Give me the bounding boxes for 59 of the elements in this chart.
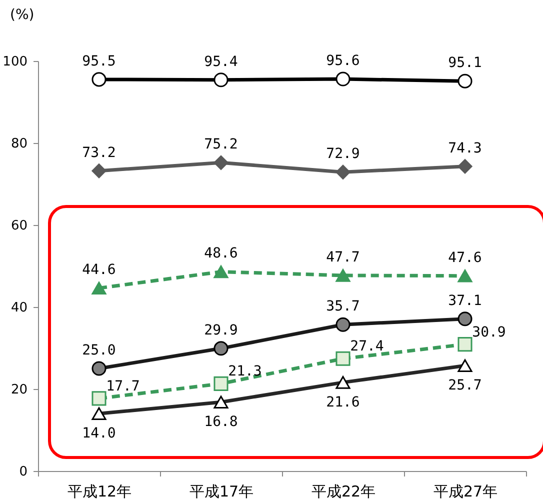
x-tick-label: 平成17年 (189, 482, 254, 500)
x-tick-label: 平成12年 (67, 482, 132, 500)
y-tick-label: 20 (10, 382, 28, 398)
point (214, 265, 228, 278)
data-label: 29.9 (204, 322, 238, 338)
y-tick-label: 80 (10, 136, 28, 152)
data-label: 73.2 (82, 144, 116, 161)
point (458, 337, 472, 352)
data-label: 95.5 (82, 53, 116, 70)
data-label: 95.6 (326, 53, 360, 70)
data-label: 30.9 (472, 324, 506, 340)
data-label: 47.7 (326, 249, 360, 266)
data-label: 37.1 (448, 292, 482, 309)
data-label: 74.3 (448, 140, 482, 156)
point (458, 312, 472, 326)
point (92, 407, 106, 420)
data-label: 35.7 (326, 298, 360, 315)
point (458, 74, 472, 88)
y-tick-label: 0 (19, 464, 28, 480)
point (336, 376, 350, 389)
point (214, 396, 228, 409)
data-label: 44.6 (82, 262, 116, 278)
data-label: 17.7 (106, 378, 140, 394)
y-tick-label: 60 (10, 218, 28, 234)
point (336, 72, 350, 86)
point (336, 269, 350, 282)
y-tick-label: 100 (2, 54, 28, 70)
data-label: 16.8 (204, 414, 238, 430)
data-label: 27.4 (350, 338, 384, 355)
point (458, 359, 472, 372)
point (336, 164, 350, 180)
point (214, 341, 228, 356)
data-label: 25.7 (448, 378, 482, 394)
point (92, 282, 106, 295)
point (92, 391, 106, 406)
point (214, 72, 228, 88)
data-label: 25.0 (82, 342, 116, 358)
point (214, 376, 228, 391)
x-tick-label: 平成22年 (311, 482, 376, 500)
x-tick-label: 平成27年 (433, 482, 498, 500)
point (458, 159, 472, 174)
data-label: 95.1 (448, 55, 482, 72)
data-label: 75.2 (204, 136, 238, 153)
data-label: 14.0 (82, 426, 116, 442)
point (458, 269, 472, 282)
data-label: 95.4 (204, 54, 238, 70)
data-label: 48.6 (204, 246, 238, 262)
point (92, 72, 106, 87)
y-tick-label: 40 (10, 300, 28, 316)
data-label: 72.9 (326, 146, 360, 162)
data-label: 21.3 (228, 364, 262, 380)
point (336, 351, 350, 366)
point (336, 317, 350, 332)
data-label: 47.6 (448, 250, 482, 266)
point (214, 155, 228, 170)
point (92, 164, 106, 178)
y-axis-title: (%) (10, 7, 34, 24)
data-label: 21.6 (326, 394, 360, 410)
point (92, 361, 106, 376)
